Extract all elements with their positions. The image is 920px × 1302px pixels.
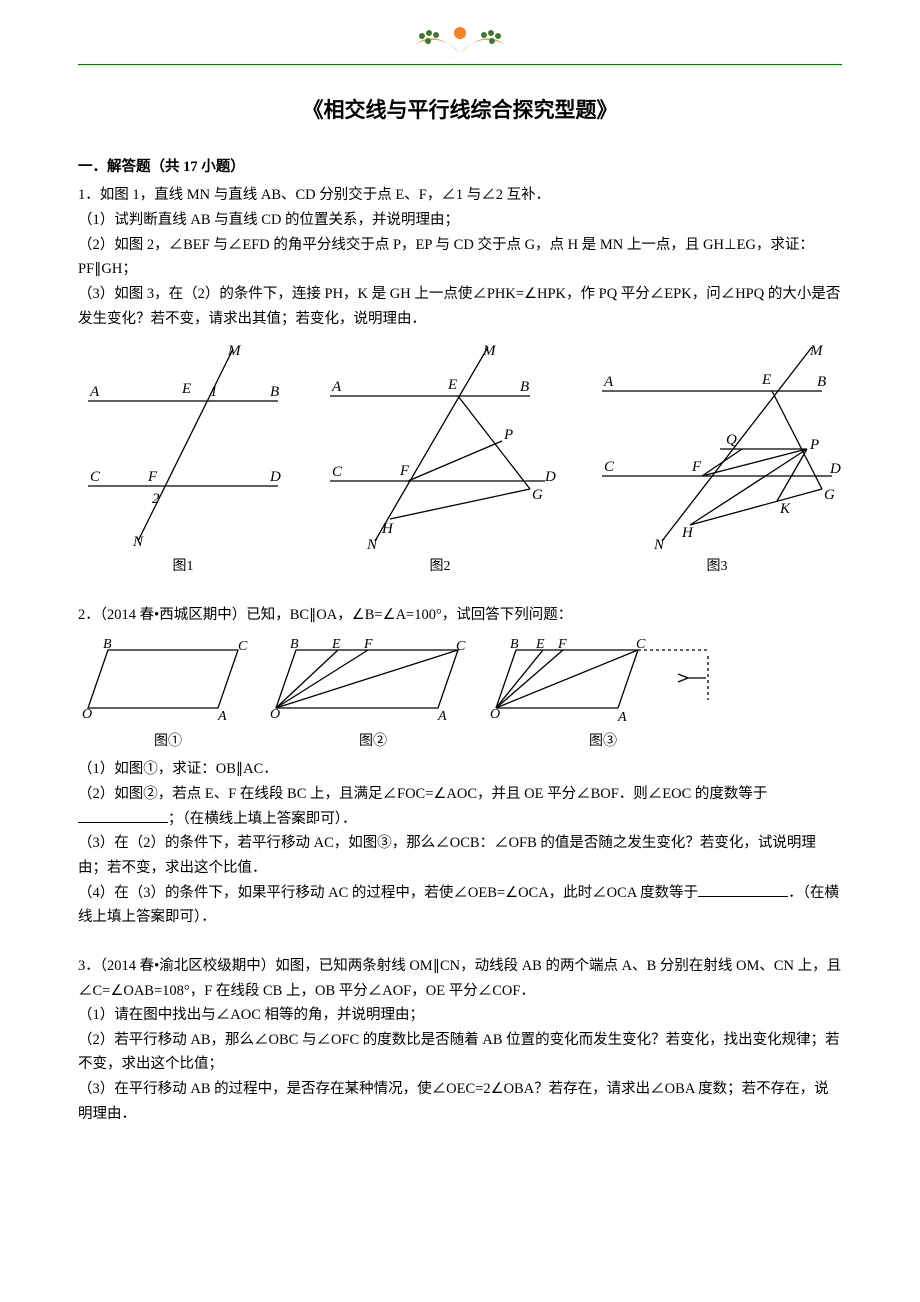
svg-text:C: C <box>636 638 646 652</box>
svg-text:A: A <box>217 709 227 724</box>
svg-text:M: M <box>227 343 242 359</box>
svg-text:D: D <box>269 469 281 485</box>
svg-text:A: A <box>331 379 342 395</box>
svg-text:2: 2 <box>152 491 160 507</box>
q1-part1: （1）试判断直线 AB 与直线 CD 的位置关系，并说明理由； <box>78 208 842 233</box>
question-1: 1．如图 1，直线 MN 与直线 AB、CD 分别交于点 E、F，∠1 与∠2 … <box>78 183 842 579</box>
logo-image <box>400 23 520 57</box>
svg-text:E: E <box>181 381 191 397</box>
section-heading: 一．解答题（共 17 小题） <box>78 155 842 180</box>
q1-fig3-caption: 图3 <box>707 555 728 579</box>
svg-text:A: A <box>437 709 447 724</box>
q2-part3: （3）在（2）的条件下，若平行移动 AC，如图③，那么∠OCB：∠OFB 的值是… <box>78 831 842 880</box>
svg-text:B: B <box>270 384 279 400</box>
svg-text:O: O <box>490 707 500 722</box>
svg-text:O: O <box>82 707 92 722</box>
svg-text:M: M <box>482 343 497 359</box>
fill-blank[interactable] <box>78 807 168 823</box>
question-3: 3．（2014 春•渝北区校级期中）如图，已知两条射线 OM∥CN，动线段 AB… <box>78 954 842 1126</box>
svg-text:B: B <box>290 638 299 652</box>
q2-fig3-caption: 图③ <box>589 730 617 754</box>
svg-text:F: F <box>147 469 158 485</box>
q1-part2: （2）如图 2，∠BEF 与∠EFD 的角平分线交于点 P，EP 与 CD 交于… <box>78 233 842 282</box>
q2-p2b: ；（在横线上填上答案即可）． <box>168 811 357 827</box>
svg-text:N: N <box>653 537 665 551</box>
svg-text:A: A <box>617 710 627 725</box>
svg-text:1: 1 <box>210 384 218 400</box>
svg-text:C: C <box>238 639 248 654</box>
q2-p4a: （4）在（3）的条件下，如果平行移动 AC 的过程中，若使∠OEB=∠OCA，此… <box>78 885 698 901</box>
svg-text:B: B <box>103 638 112 652</box>
q1-figure1: M A B E 1 C D F 2 N 图1 <box>78 341 288 579</box>
q2-fig2-caption: 图② <box>359 730 387 754</box>
svg-text:A: A <box>89 384 100 400</box>
q1-part3: （3）如图 3，在（2）的条件下，连接 PH，K 是 GH 上一点使∠PHK=∠… <box>78 282 842 331</box>
q2-intro: 2．（2014 春•西城区期中）已知，BC∥OA，∠B=∠A=100°，试回答下… <box>78 603 842 628</box>
page: 《相交线与平行线综合探究型题》 一．解答题（共 17 小题） 1．如图 1，直线… <box>0 0 920 1190</box>
q3-part2: （2）若平行移动 AB，那么∠OBC 与∠OFC 的度数比是否随着 AB 位置的… <box>78 1028 842 1077</box>
svg-text:E: E <box>331 638 341 652</box>
svg-text:D: D <box>829 461 841 477</box>
svg-text:E: E <box>761 372 771 388</box>
svg-text:F: F <box>399 463 410 479</box>
question-2: 2．（2014 春•西城区期中）已知，BC∥OA，∠B=∠A=100°，试回答下… <box>78 603 842 930</box>
svg-text:B: B <box>510 638 519 652</box>
q2-figure3: B EF C O A 图③ <box>488 638 718 754</box>
svg-text:M: M <box>809 343 824 359</box>
q1-figure2: M A B E C D F P G H N 图2 <box>320 341 560 579</box>
svg-text:C: C <box>332 464 343 480</box>
svg-text:P: P <box>503 427 513 443</box>
q1-intro: 1．如图 1，直线 MN 与直线 AB、CD 分别交于点 E、F，∠1 与∠2 … <box>78 183 842 208</box>
q1-figures: M A B E 1 C D F 2 N 图1 <box>78 341 842 579</box>
q2-part2: （2）如图②，若点 E、F 在线段 BC 上，且满足∠FOC=∠AOC，并且 O… <box>78 782 842 831</box>
svg-text:P: P <box>809 437 819 453</box>
fill-blank[interactable] <box>698 881 788 897</box>
svg-text:F: F <box>363 638 373 652</box>
q2-figure2: B E F C O A 图② <box>268 638 478 754</box>
svg-text:C: C <box>456 639 466 654</box>
svg-text:C: C <box>90 469 101 485</box>
svg-text:G: G <box>824 487 835 503</box>
svg-text:B: B <box>520 379 529 395</box>
q1-fig1-caption: 图1 <box>173 555 194 579</box>
q3-part1: （1）请在图中找出与∠AOC 相等的角，并说明理由； <box>78 1003 842 1028</box>
svg-text:N: N <box>366 537 378 551</box>
q2-part4: （4）在（3）的条件下，如果平行移动 AC 的过程中，若使∠OEB=∠OCA，此… <box>78 881 842 930</box>
svg-text:D: D <box>544 469 556 485</box>
q3-part3: （3）在平行移动 AB 的过程中，是否存在某种情况，使∠OEC=2∠OBA？若存… <box>78 1077 842 1126</box>
header-rule <box>78 64 842 65</box>
q3-intro: 3．（2014 春•渝北区校级期中）如图，已知两条射线 OM∥CN，动线段 AB… <box>78 954 842 1003</box>
svg-text:H: H <box>381 521 394 537</box>
svg-text:F: F <box>557 638 567 652</box>
svg-text:Q: Q <box>726 432 737 448</box>
svg-text:E: E <box>447 377 457 393</box>
q2-part1: （1）如图①，求证：OB∥AC． <box>78 757 842 782</box>
svg-text:E: E <box>535 638 545 652</box>
svg-text:F: F <box>691 459 702 475</box>
svg-text:A: A <box>603 374 614 390</box>
svg-text:K: K <box>779 501 791 517</box>
svg-text:C: C <box>604 459 615 475</box>
svg-text:B: B <box>817 374 826 390</box>
q1-fig2-caption: 图2 <box>430 555 451 579</box>
q2-fig1-caption: 图① <box>154 730 182 754</box>
svg-text:O: O <box>270 707 280 722</box>
q2-figures: BC OA 图① B EF <box>78 638 842 754</box>
svg-text:H: H <box>681 525 694 541</box>
document-title: 《相交线与平行线综合探究型题》 <box>78 93 842 129</box>
svg-text:G: G <box>532 487 543 503</box>
header-logo <box>78 20 842 60</box>
q1-figure3: M A B E C D F P Q G K H N 图3 <box>592 341 842 579</box>
q2-p2a: （2）如图②，若点 E、F 在线段 BC 上，且满足∠FOC=∠AOC，并且 O… <box>78 786 767 802</box>
svg-text:N: N <box>132 534 144 550</box>
q2-figure1: B C O A 图① <box>78 638 258 754</box>
